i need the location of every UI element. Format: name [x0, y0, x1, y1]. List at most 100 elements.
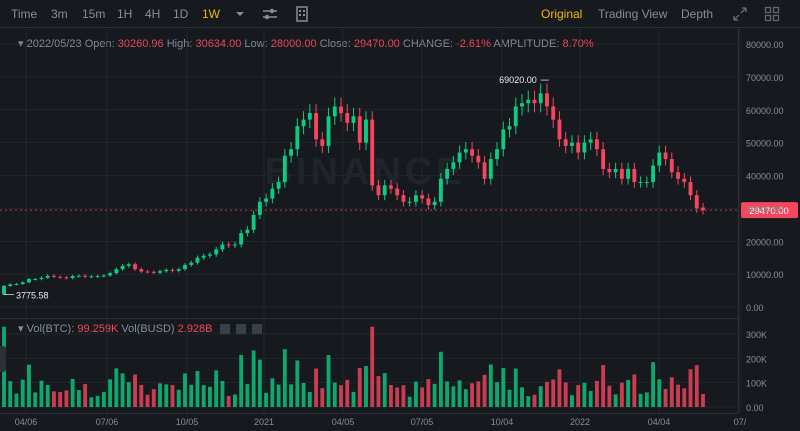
volume-bar [145, 394, 150, 407]
volume-bar [208, 386, 212, 407]
candlestick-chart[interactable]: BINANCE 69020.00 3775.58 29470.00 0.00 1000… [0, 29, 800, 431]
candle-body [351, 116, 356, 123]
volume-bar [245, 384, 250, 407]
candle-body [588, 139, 593, 143]
candle-body [526, 99, 531, 104]
volume-bar [83, 384, 88, 407]
candle-body [201, 255, 206, 258]
candle-body [332, 106, 337, 117]
candle-body [257, 201, 262, 215]
volume-bar [594, 380, 599, 407]
interval-1h[interactable]: 1H [117, 7, 133, 21]
candle-body [376, 185, 381, 196]
time-tick-label: 07/06 [96, 417, 119, 427]
volume-bar [482, 374, 487, 407]
candle-body [382, 185, 387, 196]
volume-bar [570, 395, 574, 407]
interval-4h[interactable]: 4H [145, 7, 161, 21]
volume-bar [120, 373, 125, 407]
candle-body [339, 106, 343, 114]
chevron-down-icon[interactable] [232, 6, 248, 22]
volume-collapse-icon[interactable]: ▾ [18, 323, 24, 335]
volume-bar [20, 379, 25, 407]
volume-bar [364, 366, 368, 407]
volume-bar [108, 379, 113, 407]
candle-body [426, 198, 431, 206]
candle-body [395, 188, 400, 196]
candle-body [45, 275, 50, 278]
volume-bar [170, 385, 175, 407]
interval-3m[interactable]: 3m [51, 7, 68, 21]
price-tick-label: 70000.00 [746, 73, 784, 83]
candle-body [364, 119, 368, 143]
volume-bar [195, 370, 200, 407]
side-panel-handle[interactable] [0, 346, 6, 372]
candle-body [307, 113, 312, 120]
price-tick-label: 10000.00 [746, 270, 784, 280]
volume-bar [257, 359, 262, 407]
candle-body [420, 195, 425, 199]
view-trading-view[interactable]: Trading View [598, 7, 668, 21]
volume-bar [251, 350, 256, 407]
candle-body [183, 264, 187, 270]
fullscreen-icon[interactable] [732, 6, 748, 22]
candle-body [39, 277, 44, 280]
volume-bar [420, 387, 425, 407]
interval-1d[interactable]: 1D [173, 7, 189, 21]
volume-bar [470, 383, 475, 407]
volume-close-icon[interactable] [251, 324, 262, 335]
candle-body [407, 201, 412, 203]
volume-bar [445, 381, 450, 407]
interval-time[interactable]: Time [11, 7, 38, 21]
volume-tick-label: 300K [746, 330, 767, 340]
candle-body [501, 129, 506, 150]
pane-separator[interactable] [0, 318, 738, 319]
volume-bar [95, 395, 100, 407]
volume-bar [345, 379, 350, 407]
min-annotation-label: 3775.58 [16, 291, 49, 301]
volume-settings-icon[interactable] [235, 324, 246, 335]
candle-body [607, 168, 612, 173]
time-tick-label: 10/04 [491, 417, 514, 427]
price-tick-label: 20000.00 [746, 237, 784, 247]
candle-body [520, 103, 524, 107]
candle-body [688, 182, 693, 196]
candle-body [463, 149, 468, 153]
volume-bar [463, 389, 468, 407]
volume-bar [457, 380, 462, 407]
volume-bar [232, 394, 237, 407]
volume-bar [601, 365, 606, 407]
volume-bar [301, 382, 306, 407]
time-tick-label: 04/05 [332, 417, 355, 427]
volume-bar [114, 368, 119, 407]
price-tick-label: 80000.00 [746, 40, 784, 50]
candle-body [563, 139, 568, 146]
volume-eye-icon[interactable] [219, 324, 230, 335]
candle-body [470, 149, 475, 156]
view-depth[interactable]: Depth [681, 7, 714, 21]
current-price-badge [741, 202, 798, 219]
volume-bar [189, 384, 194, 407]
volume-bar [501, 367, 506, 407]
chart-layout-icon[interactable] [294, 6, 310, 22]
grid-icon[interactable] [764, 6, 780, 22]
volume-bar [307, 392, 312, 407]
volume-bar [682, 388, 687, 407]
view-original[interactable]: Original [541, 7, 583, 21]
candle-body [108, 273, 113, 276]
indicator-settings-icon[interactable] [262, 6, 278, 22]
volume-bar [607, 385, 612, 407]
volume-bar [632, 374, 637, 407]
volume-bar [526, 396, 531, 407]
volume-bar [389, 385, 393, 407]
candle-body [245, 229, 250, 234]
time-tick-label: 07/05 [411, 417, 434, 427]
price-tick-label: 0.00 [746, 303, 764, 313]
volume-legend: ▾ Vol(BTC): 99.259K Vol(BUSD) 2.928B [18, 322, 262, 335]
volume-bar [638, 393, 643, 407]
candle-body [51, 275, 56, 277]
interval-15m[interactable]: 15m [82, 7, 106, 21]
candle-body [682, 178, 687, 183]
candle-body [232, 244, 237, 246]
interval-1w[interactable]: 1W [202, 7, 220, 21]
